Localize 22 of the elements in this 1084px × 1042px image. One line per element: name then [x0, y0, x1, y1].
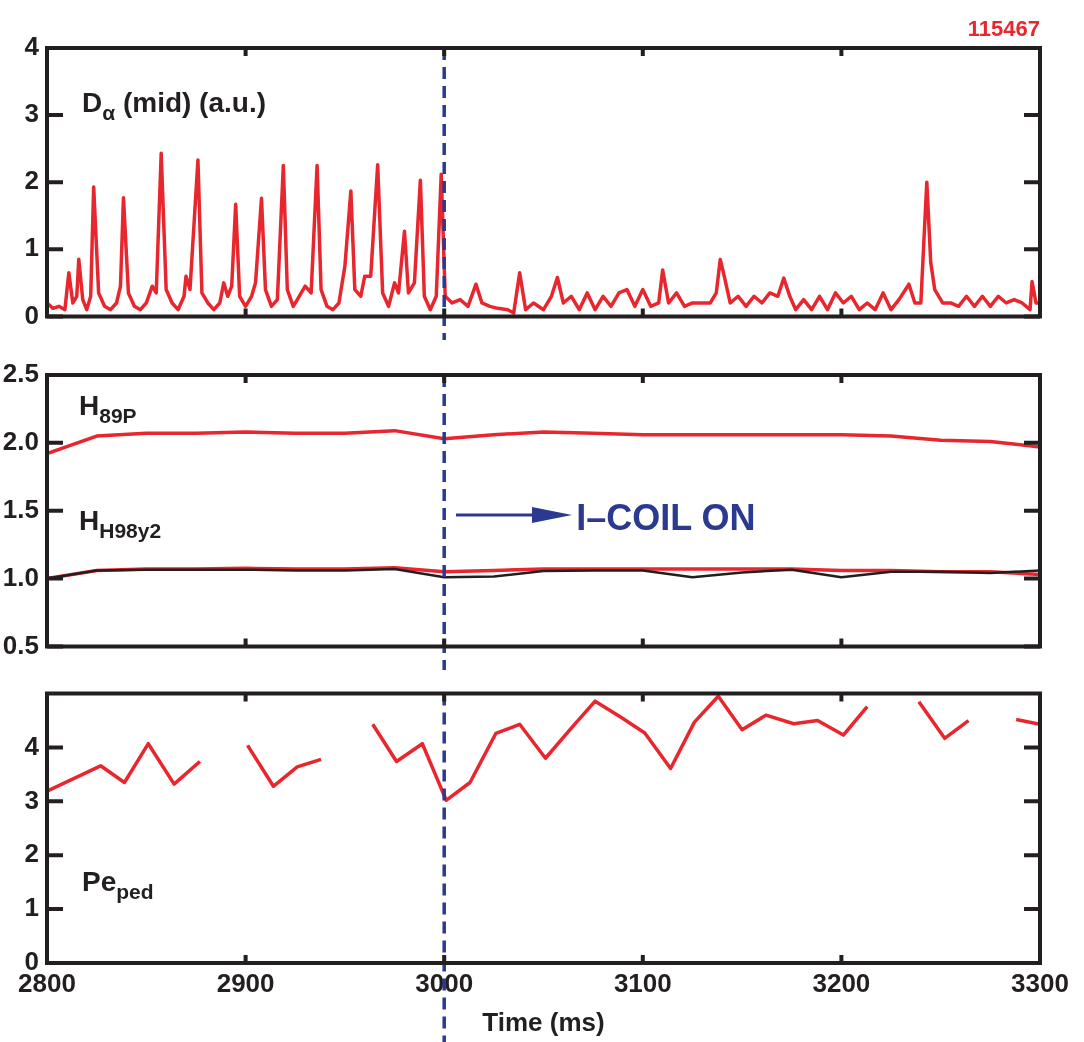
y-tick-label: 0.5	[2, 629, 39, 660]
y-tick-label: 2.0	[2, 426, 39, 457]
y-tick-label: 3	[24, 98, 39, 129]
y-tick-label: 0	[24, 299, 39, 330]
y-tick-label: 4	[24, 31, 40, 62]
y-tick-label: 1.5	[2, 493, 39, 524]
y-tick-label: 3	[24, 784, 39, 815]
y-tick-label: 1	[24, 892, 39, 923]
y-tick-label: 2.5	[2, 358, 39, 389]
y-tick-label: 1	[24, 232, 39, 263]
annotation: I–COIL ON	[576, 497, 756, 538]
y-tick-label: 4	[24, 730, 40, 761]
x-tick-label: 3200	[812, 967, 871, 998]
x-tick-label: 3100	[613, 967, 672, 998]
x-axis-title: Time (ms)	[482, 1006, 605, 1037]
x-tick-label: 2900	[216, 967, 275, 998]
y-tick-label: 2	[24, 838, 39, 869]
text: 115467	[967, 16, 1040, 41]
x-tick-label: 3300	[1011, 967, 1069, 998]
y-tick-label: 2	[24, 165, 39, 196]
y-tick-label: 1.0	[2, 561, 39, 592]
x-tick-label: 3000	[415, 967, 474, 998]
